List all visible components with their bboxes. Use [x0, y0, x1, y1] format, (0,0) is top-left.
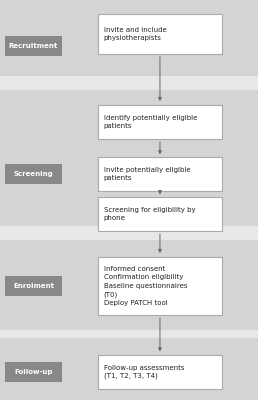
FancyBboxPatch shape: [5, 276, 62, 296]
Text: Follow-up: Follow-up: [14, 369, 53, 375]
Text: Screening: Screening: [14, 171, 53, 177]
Text: Follow-up assessments
(T1, T2, T3, T4): Follow-up assessments (T1, T2, T3, T4): [104, 365, 184, 379]
FancyBboxPatch shape: [98, 197, 222, 231]
FancyBboxPatch shape: [98, 14, 222, 54]
FancyBboxPatch shape: [5, 362, 62, 382]
Bar: [0, 90, 258, 226]
Text: Enrolment: Enrolment: [13, 283, 54, 289]
Text: Invite and include
physiotherapists: Invite and include physiotherapists: [104, 27, 166, 41]
Bar: [0, 0, 258, 76]
FancyBboxPatch shape: [98, 105, 222, 139]
Text: Screening for eligibility by
phone: Screening for eligibility by phone: [104, 207, 195, 221]
Text: Invite potentially eligible
patients: Invite potentially eligible patients: [104, 167, 190, 181]
FancyBboxPatch shape: [98, 157, 222, 191]
Bar: [0, 338, 258, 400]
Text: Recruitment: Recruitment: [9, 43, 58, 49]
Text: Informed consent
Confirmation eligibility
Baseline questionnaires
(T0)
Deploy PA: Informed consent Confirmation eligibilit…: [104, 266, 187, 306]
FancyBboxPatch shape: [5, 164, 62, 184]
FancyBboxPatch shape: [98, 355, 222, 389]
Text: Identify potentially eligible
patients: Identify potentially eligible patients: [104, 115, 197, 129]
FancyBboxPatch shape: [98, 257, 222, 315]
Bar: [0, 240, 258, 330]
FancyBboxPatch shape: [5, 36, 62, 56]
